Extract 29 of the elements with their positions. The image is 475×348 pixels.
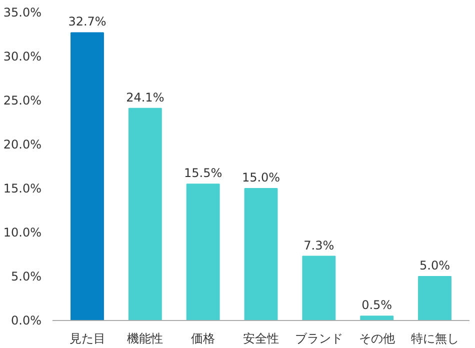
bar [244,188,278,320]
bar [128,108,162,320]
bar [186,184,220,320]
bar [302,256,336,320]
y-tick-label: 30.0% [3,50,42,64]
x-tick-label: 見た目 [69,332,106,346]
x-tick-label: 価格 [191,332,216,346]
data-label: 15.5% [184,166,222,180]
y-tick-label: 15.0% [3,182,42,196]
x-tick-label: 特に無し [410,332,459,346]
data-label: 7.3% [304,238,334,252]
y-tick-label: 35.0% [3,6,42,20]
y-tick-label: 25.0% [3,94,42,108]
data-label: 24.1% [126,90,164,104]
y-tick-label: 5.0% [11,270,42,284]
x-tick-label: 安全性 [243,332,279,346]
data-label: 0.5% [362,298,392,312]
y-tick-label: 10.0% [3,226,42,240]
bar [418,276,452,320]
y-tick-label: 0.0% [11,314,42,328]
x-tick-label: その他 [358,332,395,346]
bar [360,316,394,320]
y-tick-label: 20.0% [3,138,42,152]
data-label: 15.0% [242,170,280,184]
x-tick-label: 機能性 [127,332,164,346]
x-tick-label: ブランド [294,332,343,346]
bar [70,32,104,320]
data-label: 32.7% [68,14,106,29]
data-label: 5.0% [420,258,450,272]
